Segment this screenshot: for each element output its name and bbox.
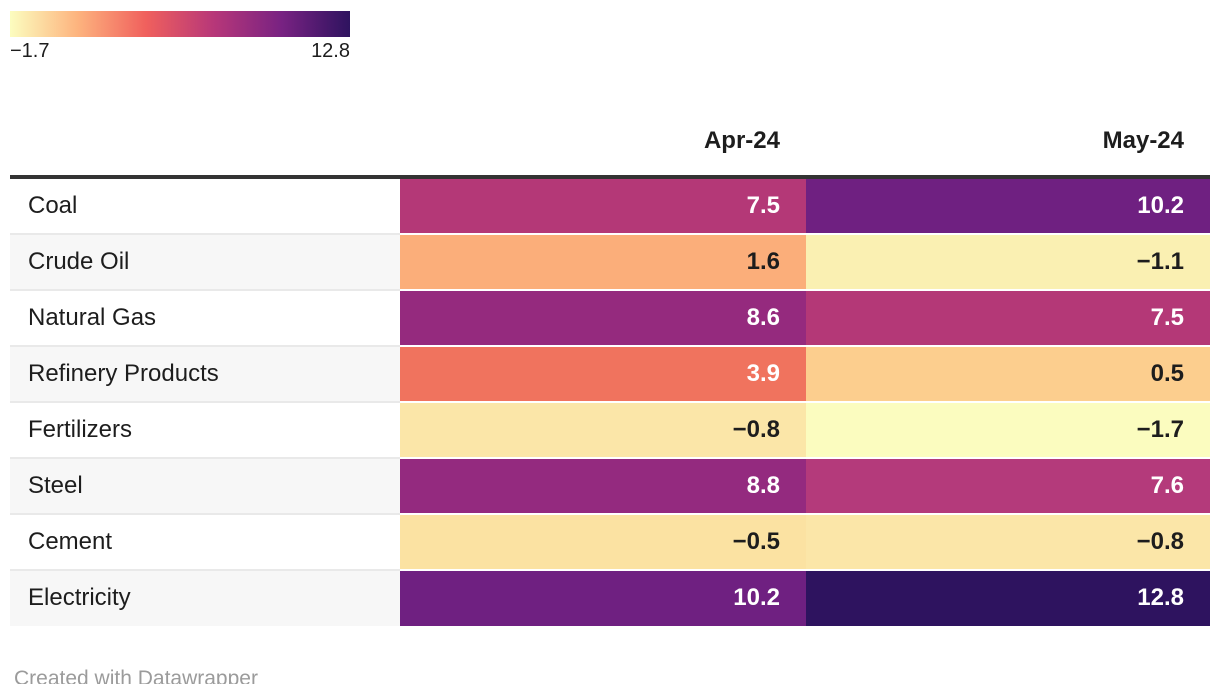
color-legend-labels: −1.7 12.8 [10, 39, 350, 63]
table-row: Fertilizers −0.8 −1.7 [10, 402, 1210, 459]
row-label: Coal [10, 177, 400, 235]
value-cell: −0.8 [806, 514, 1210, 571]
legend-max-label: 12.8 [311, 40, 350, 62]
heatmap-table: Apr-24 May-24 Coal 7.5 10.2 Crude Oil 1.6 −1.… [10, 77, 1210, 627]
value-cell: 10.2 [806, 177, 1210, 235]
value-cell: 7.5 [806, 290, 1210, 347]
legend-min-label: −1.7 [10, 40, 50, 62]
column-header-apr-24: Apr-24 [400, 77, 806, 179]
table-row: Electricity 10.2 12.8 [10, 570, 1210, 626]
value-cell: 10.2 [400, 570, 806, 626]
page: −1.7 12.8 Apr-24 May-24 Coal 7.5 10.2 Crude… [0, 11, 1220, 684]
table-row: Cement −0.5 −0.8 [10, 514, 1210, 571]
column-header-may-24: May-24 [806, 77, 1210, 179]
value-cell: −1.7 [806, 402, 1210, 459]
table-row: Natural Gas 8.6 7.5 [10, 290, 1210, 347]
row-label: Refinery Products [10, 346, 400, 403]
value-cell: 3.9 [400, 346, 806, 403]
row-label: Steel [10, 458, 400, 515]
row-label: Cement [10, 514, 400, 571]
color-legend: −1.7 12.8 [10, 11, 350, 63]
value-cell: −0.8 [400, 402, 806, 459]
row-label: Fertilizers [10, 402, 400, 459]
table-row: Steel 8.8 7.6 [10, 458, 1210, 515]
value-cell: 0.5 [806, 346, 1210, 403]
table-row: Crude Oil 1.6 −1.1 [10, 234, 1210, 291]
value-cell: −1.1 [806, 234, 1210, 291]
table-row: Refinery Products 3.9 0.5 [10, 346, 1210, 403]
row-label: Natural Gas [10, 290, 400, 347]
table-row: Coal 7.5 10.2 [10, 177, 1210, 235]
value-cell: 12.8 [806, 570, 1210, 626]
table-header: Apr-24 May-24 [10, 77, 1210, 179]
row-label: Electricity [10, 570, 400, 626]
color-legend-gradient [10, 11, 350, 37]
value-cell: 7.6 [806, 458, 1210, 515]
row-label-header-spacer [10, 77, 400, 179]
value-cell: 8.6 [400, 290, 806, 347]
attribution: Created with Datawrapper [14, 667, 258, 684]
value-cell: 1.6 [400, 234, 806, 291]
value-cell: −0.5 [400, 514, 806, 571]
value-cell: 8.8 [400, 458, 806, 515]
row-label: Crude Oil [10, 234, 400, 291]
value-cell: 7.5 [400, 177, 806, 235]
